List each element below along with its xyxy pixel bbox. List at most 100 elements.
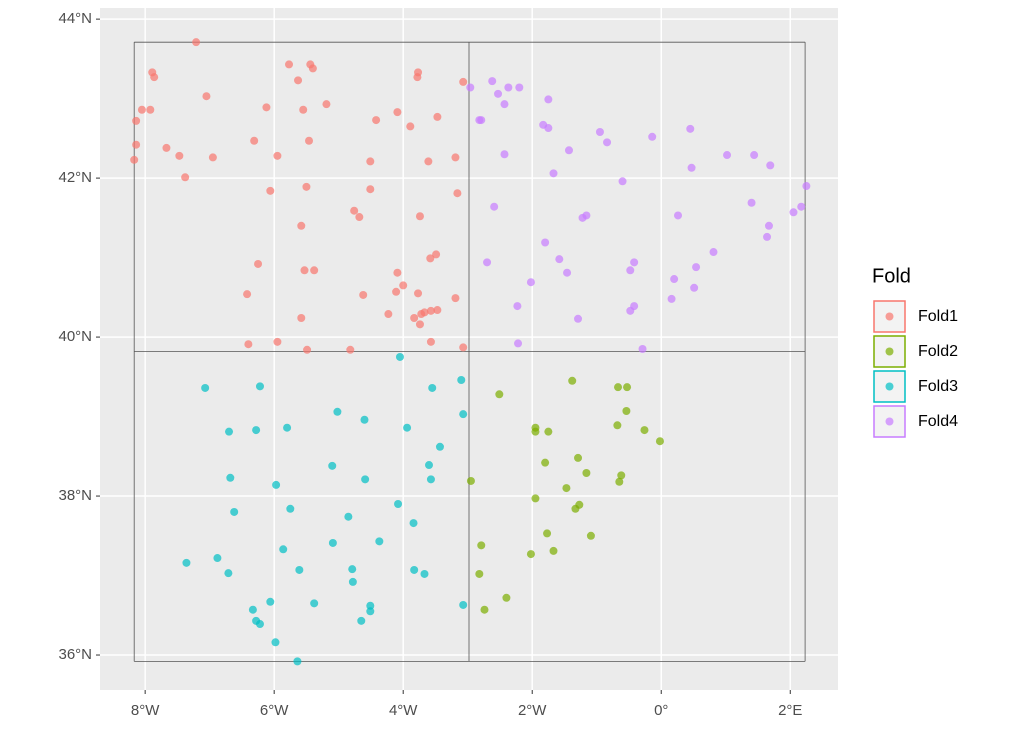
point [359, 290, 368, 299]
point [297, 221, 306, 230]
point [410, 314, 419, 322]
point [618, 177, 627, 186]
point [413, 73, 422, 82]
point [453, 189, 462, 198]
point [466, 83, 475, 92]
y-tick-label: 42°N [58, 169, 92, 186]
point [360, 415, 369, 424]
point [526, 550, 535, 559]
point [425, 461, 434, 470]
point [303, 345, 312, 354]
point [366, 607, 375, 616]
point [393, 108, 402, 117]
point [555, 255, 564, 264]
point [372, 116, 381, 125]
point [310, 599, 319, 608]
point [224, 569, 233, 578]
point [350, 206, 359, 215]
point [459, 343, 468, 352]
x-tick-label: 0° [654, 702, 668, 719]
point [670, 275, 679, 284]
point [150, 73, 159, 82]
point [723, 151, 732, 160]
point [500, 100, 509, 109]
point [544, 124, 553, 133]
point [578, 213, 587, 222]
legend-swatch [885, 347, 894, 356]
point [789, 208, 798, 217]
point [451, 153, 460, 162]
point [420, 569, 429, 578]
point [747, 198, 756, 207]
point [477, 541, 486, 550]
point [420, 308, 429, 317]
point [132, 116, 141, 125]
point [294, 76, 303, 85]
point [766, 161, 775, 170]
point [366, 601, 375, 610]
point [208, 153, 217, 162]
point [526, 278, 535, 287]
point [255, 382, 264, 391]
point [297, 314, 306, 322]
point [393, 268, 402, 277]
point [433, 306, 442, 315]
point [366, 185, 375, 194]
point [433, 112, 442, 121]
x-tick-label: 2°E [778, 702, 802, 719]
point [483, 258, 492, 267]
point [428, 383, 437, 392]
point [562, 484, 571, 493]
point [333, 407, 342, 416]
point [574, 453, 583, 462]
point [355, 213, 364, 222]
point [564, 146, 573, 155]
point [426, 337, 435, 346]
point [459, 600, 468, 609]
point [568, 376, 577, 385]
point [346, 345, 355, 354]
point [328, 461, 337, 470]
point [415, 320, 424, 329]
x-tick-label: 8°W [131, 702, 160, 719]
point [181, 173, 190, 182]
point [230, 507, 239, 516]
point [366, 157, 375, 166]
point [763, 232, 772, 241]
point [406, 122, 415, 131]
point [674, 211, 683, 220]
point [531, 494, 540, 503]
point [243, 290, 252, 299]
point [399, 281, 408, 290]
point [686, 124, 695, 133]
point [182, 558, 191, 567]
point [308, 64, 317, 73]
y-tick-label: 40°N [58, 328, 92, 345]
point [361, 475, 370, 484]
point [571, 504, 580, 513]
point [248, 605, 257, 614]
point [586, 531, 595, 540]
legend-swatch [885, 417, 894, 426]
point [285, 60, 294, 69]
point [415, 212, 424, 221]
point [426, 475, 435, 484]
point [622, 407, 631, 415]
legend: Fold Fold1 Fold2 Fold3 Fold4 [872, 265, 958, 438]
point [279, 545, 288, 554]
legend-label: Fold4 [918, 413, 958, 430]
point [225, 427, 234, 436]
point [375, 537, 384, 546]
point [432, 250, 441, 259]
point [213, 554, 222, 563]
point [322, 100, 331, 109]
point [175, 151, 184, 160]
point [410, 565, 419, 574]
point [623, 383, 632, 392]
point [488, 77, 497, 86]
point [475, 569, 484, 578]
point [252, 426, 261, 435]
point [709, 248, 718, 257]
point [271, 638, 280, 647]
point [574, 314, 583, 323]
